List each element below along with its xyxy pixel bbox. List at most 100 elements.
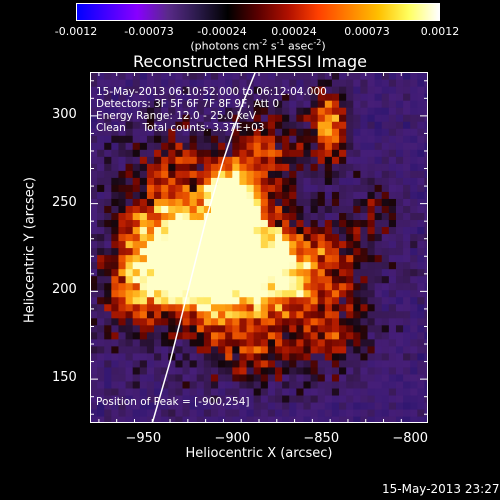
heatmap-cell <box>267 149 276 157</box>
heatmap-cell <box>161 408 169 417</box>
heatmap-cell <box>360 268 369 277</box>
heatmap-cell <box>303 289 312 298</box>
heatmap-cell <box>104 226 112 235</box>
heatmap-cell <box>353 415 361 423</box>
heatmap-cell <box>381 380 390 389</box>
heatmap-cell <box>324 394 333 403</box>
heatmap-cell <box>410 254 418 263</box>
units-text: ) <box>321 39 326 53</box>
heatmap-cell <box>395 184 404 192</box>
heatmap-cell <box>232 170 241 178</box>
heatmap-cell <box>267 408 276 417</box>
heatmap-cell <box>182 198 191 206</box>
detectors-text: Detectors: 3F 5F 6F 7F 8F 9F, Att 0 <box>96 98 280 110</box>
heatmap-cell <box>339 338 347 347</box>
heatmap-cell <box>97 142 105 150</box>
heatmap-cell <box>168 282 176 291</box>
heatmap-cell <box>189 163 198 171</box>
heatmap-cell <box>360 226 369 235</box>
heatmap-cell <box>111 107 120 115</box>
heatmap-cell <box>132 303 141 312</box>
heatmap-cell <box>111 366 120 375</box>
heatmap-cell <box>360 373 369 382</box>
heatmap-cell <box>324 317 333 326</box>
heatmap-cell <box>97 282 105 291</box>
heatmap-cell <box>331 135 340 143</box>
heatmap-cell <box>410 268 418 277</box>
heatmap-cell <box>118 352 127 361</box>
heatmap-cell <box>403 310 411 319</box>
heatmap-cell <box>118 149 127 157</box>
heatmap-cell <box>210 401 219 410</box>
heatmap-cell <box>118 366 127 375</box>
heatmap-cell <box>310 114 319 122</box>
heatmap-cell <box>125 72 134 80</box>
heatmap-cell <box>239 205 248 213</box>
heatmap-cell <box>388 289 397 298</box>
heatmap-cell <box>346 149 354 157</box>
heatmap-cell <box>317 100 326 108</box>
heatmap-cell <box>189 226 198 235</box>
heatmap-cell <box>260 79 269 87</box>
heatmap-cell <box>146 121 155 129</box>
heatmap-cell <box>424 114 428 122</box>
heatmap-cell <box>282 408 290 417</box>
heatmap-cell <box>417 149 426 157</box>
heatmap-cell <box>189 240 198 249</box>
heatmap-cell <box>267 93 276 101</box>
heatmap-cell <box>125 380 134 389</box>
heatmap-cell <box>303 135 312 143</box>
heatmap-cell <box>395 408 404 417</box>
heatmap-cell <box>218 135 226 143</box>
heatmap-cell <box>410 338 418 347</box>
heatmap-cell <box>381 345 390 354</box>
heatmap-cell <box>90 233 98 242</box>
heatmap-cell <box>225 317 233 326</box>
heatmap-cell <box>253 72 262 80</box>
heatmap-cell <box>374 205 383 213</box>
heatmap-cell <box>403 121 411 129</box>
heatmap-cell <box>403 107 411 115</box>
heatmap-cell <box>346 156 354 164</box>
heatmap-cell <box>367 310 376 319</box>
heatmap-cell <box>225 254 233 263</box>
heatmap-cell <box>175 387 184 396</box>
heatmap-cell <box>175 331 184 340</box>
heatmap-cell <box>388 387 397 396</box>
heatmap-cell <box>125 282 134 291</box>
heatmap-cell <box>317 345 326 354</box>
heatmap-cell <box>303 177 312 185</box>
heatmap-cell <box>225 240 233 249</box>
heatmap-cell <box>388 268 397 277</box>
heatmap-cell <box>353 233 361 242</box>
heatmap-cell <box>303 149 312 157</box>
heatmap-cell <box>218 352 226 361</box>
heatmap-cell <box>232 331 241 340</box>
heatmap-cell <box>168 387 176 396</box>
heatmap-cell <box>410 373 418 382</box>
heatmap-cell <box>310 163 319 171</box>
heatmap-cell <box>239 198 248 206</box>
heatmap-cell <box>267 247 276 256</box>
heatmap-cell <box>218 324 226 333</box>
heatmap-cell <box>196 240 205 249</box>
heatmap-cell <box>118 184 127 192</box>
units-exponent: -2 <box>313 38 322 47</box>
heatmap-cell <box>118 408 127 417</box>
heatmap-cell <box>331 408 340 417</box>
heatmap-cell <box>388 163 397 171</box>
heatmap-cell <box>154 394 162 403</box>
heatmap-cell <box>210 240 219 249</box>
heatmap-cell <box>253 79 262 87</box>
heatmap-cell <box>388 394 397 403</box>
heatmap-cell <box>317 93 326 101</box>
heatmap-cell <box>339 415 347 423</box>
heatmap-cell <box>154 219 162 228</box>
heatmap-cell <box>417 352 426 361</box>
heatmap-cell <box>267 135 276 143</box>
heatmap-cell <box>246 359 255 368</box>
heatmap-cell <box>246 366 255 375</box>
heatmap-cell <box>146 401 155 410</box>
heatmap-cell <box>282 310 290 319</box>
heatmap-cell <box>146 247 155 256</box>
